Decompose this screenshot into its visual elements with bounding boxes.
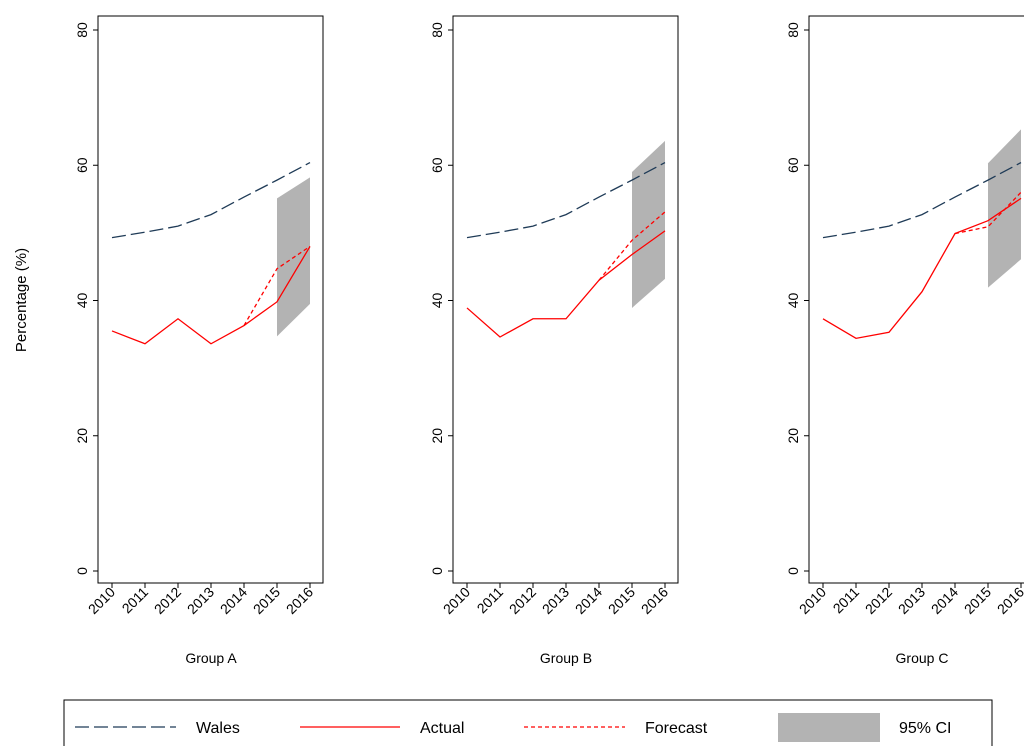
y-tick-label: 80 bbox=[785, 22, 801, 38]
x-tick-label: 2016 bbox=[283, 584, 316, 617]
y-tick-label: 60 bbox=[785, 157, 801, 173]
panel-1: 0 20 40 60 80 2010 2011 2012 2013 2014 2015 2016 Gro… bbox=[74, 15, 324, 666]
y-tick-label: 0 bbox=[785, 567, 801, 575]
x-tick-label: 2011 bbox=[474, 584, 507, 617]
y-tick-label: 0 bbox=[429, 567, 445, 575]
x-tick-label: 2016 bbox=[638, 584, 671, 617]
y-axis-label: Percentage (%) bbox=[13, 248, 30, 352]
ci-band bbox=[988, 129, 1021, 288]
panel-label: Group C bbox=[896, 650, 949, 666]
legend: Wales Actual Forecast 95% CI bbox=[63, 699, 993, 746]
series-line-forecast bbox=[598, 211, 666, 281]
y-tick-label: 60 bbox=[74, 157, 90, 173]
series-line-forecast bbox=[954, 191, 1022, 235]
x-tick-label: 2012 bbox=[151, 584, 184, 617]
panel-3: 0 20 40 60 80 2010 2011 2012 2013 2014 2015 2016 Gro… bbox=[785, 15, 1024, 666]
legend-label: Wales bbox=[196, 720, 240, 737]
x-tick-label: 2014 bbox=[572, 584, 605, 617]
y-tick-label: 40 bbox=[785, 293, 801, 309]
x-tick-label: 2015 bbox=[961, 584, 994, 617]
x-tick-label: 2012 bbox=[862, 584, 895, 617]
x-tick-label: 2011 bbox=[119, 584, 152, 617]
panel-label: Group A bbox=[185, 650, 237, 666]
series-line-wales bbox=[822, 161, 1022, 239]
series-line-wales bbox=[466, 161, 666, 239]
legend-label: Forecast bbox=[645, 720, 708, 737]
legend-swatch-ci bbox=[778, 713, 880, 742]
series-line-actual bbox=[466, 230, 666, 338]
series-line-actual bbox=[822, 197, 1022, 340]
y-tick-label: 20 bbox=[429, 428, 445, 444]
y-tick-label: 40 bbox=[429, 293, 445, 309]
ci-band bbox=[632, 140, 665, 308]
x-tick-label: 2010 bbox=[85, 584, 118, 617]
x-tick-label: 2011 bbox=[830, 584, 863, 617]
x-tick-label: 2014 bbox=[928, 584, 961, 617]
panel-2: 0 20 40 60 80 2010 2011 2012 2013 2014 2015 2016 Gro… bbox=[429, 15, 679, 666]
y-tick-label: 40 bbox=[74, 293, 90, 309]
y-tick-label: 80 bbox=[74, 22, 90, 38]
x-tick-label: 2014 bbox=[217, 584, 250, 617]
x-tick-label: 2015 bbox=[250, 584, 283, 617]
legend-label: 95% CI bbox=[899, 720, 951, 737]
x-tick-label: 2013 bbox=[539, 584, 572, 617]
legend-label: Actual bbox=[420, 720, 464, 737]
x-tick-label: 2010 bbox=[796, 584, 829, 617]
plot-frame bbox=[452, 15, 679, 584]
series-line-actual bbox=[111, 246, 311, 345]
x-tick-label: 2013 bbox=[184, 584, 217, 617]
y-tick-label: 20 bbox=[785, 428, 801, 444]
x-tick-label: 2015 bbox=[605, 584, 638, 617]
x-tick-label: 2012 bbox=[506, 584, 539, 617]
y-tick-label: 0 bbox=[74, 567, 90, 575]
x-tick-label: 2010 bbox=[440, 584, 473, 617]
y-tick-label: 20 bbox=[74, 428, 90, 444]
y-tick-label: 80 bbox=[429, 22, 445, 38]
y-tick-label: 60 bbox=[429, 157, 445, 173]
x-tick-label: 2016 bbox=[994, 584, 1024, 617]
series-line-forecast bbox=[243, 245, 311, 326]
series-line-wales bbox=[111, 161, 311, 239]
panel-label: Group B bbox=[540, 650, 592, 666]
x-tick-label: 2013 bbox=[895, 584, 928, 617]
